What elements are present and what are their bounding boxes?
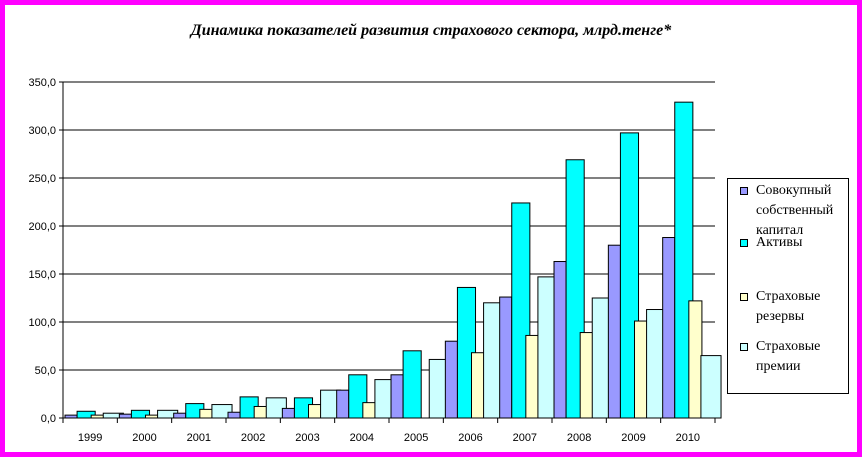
bar-capital <box>336 389 350 419</box>
x-tick-label: 2000 <box>132 432 156 444</box>
gridlines <box>63 81 715 371</box>
bar-reserves <box>199 408 214 419</box>
bar-reserves <box>471 352 486 419</box>
bar-capital <box>607 244 621 419</box>
legend: Совокупный собственный капитал Активы Ст… <box>727 178 849 394</box>
legend-label-assets: Активы <box>756 235 803 250</box>
bar-reserves <box>634 320 649 419</box>
bar-capital <box>662 237 676 419</box>
bar-reserves <box>579 332 594 419</box>
x-tick-label: 1999 <box>78 432 102 444</box>
bar-reserves <box>308 404 323 419</box>
legend-swatch-reserves <box>740 293 748 301</box>
bar-capital <box>281 407 295 419</box>
legend-label-capital: Совокупный собственный капитал <box>756 183 834 238</box>
legend-item-assets: Активы <box>740 233 842 253</box>
y-tick-label: 300,0 <box>28 125 56 137</box>
y-tick-label: 100,0 <box>28 317 56 329</box>
bar-reserves <box>525 334 540 419</box>
bar-reserves <box>253 405 268 419</box>
x-tick-label: 2006 <box>458 432 482 444</box>
x-tick-label: 2007 <box>513 432 537 444</box>
bar-capital <box>227 411 241 419</box>
bar-capital <box>173 412 187 419</box>
legend-label-premiums: Страховые премии <box>756 339 821 374</box>
x-tick-label: 2005 <box>404 432 428 444</box>
x-tick-label: 2004 <box>350 432 374 444</box>
x-tick-label: 2009 <box>621 432 645 444</box>
chart-title: Динамика показателей развития страхового… <box>190 22 672 39</box>
axes <box>59 81 716 423</box>
legend-swatch-assets <box>740 239 748 247</box>
y-tick-label: 150,0 <box>28 269 56 281</box>
y-tick-label: 0,0 <box>41 413 56 425</box>
bar-capital <box>390 374 404 419</box>
bar-premiums <box>700 355 722 419</box>
bar-capital <box>553 261 567 419</box>
bar-capital <box>118 413 132 419</box>
y-tick-label: 350,0 <box>28 77 56 89</box>
tick-labels: 0,0 50,0 100,0 150,0 200,0 250,0 300,0 350,0 199… <box>28 77 700 444</box>
x-tick-label: 2002 <box>241 432 265 444</box>
y-tick-label: 200,0 <box>28 221 56 233</box>
x-tick-label: 2001 <box>187 432 211 444</box>
legend-item-reserves: Страховые резервы <box>740 287 842 327</box>
bar-reserves <box>362 402 377 419</box>
y-tick-label: 50,0 <box>35 365 56 377</box>
x-tick-label: 2008 <box>567 432 591 444</box>
x-tick-label: 2010 <box>676 432 700 444</box>
y-tick-label: 250,0 <box>28 173 56 185</box>
legend-swatch-premiums <box>740 343 748 351</box>
legend-item-premiums: Страховые премии <box>740 337 842 377</box>
bar-capital <box>444 340 458 419</box>
legend-swatch-capital <box>740 187 748 195</box>
bars <box>64 101 722 419</box>
legend-label-reserves: Страховые резервы <box>756 289 821 324</box>
x-tick-label: 2003 <box>295 432 319 444</box>
bar-assets <box>402 350 422 419</box>
legend-item-capital: Совокупный собственный капитал <box>740 181 842 241</box>
bar-capital <box>499 296 513 419</box>
bar-reserves <box>688 300 703 419</box>
